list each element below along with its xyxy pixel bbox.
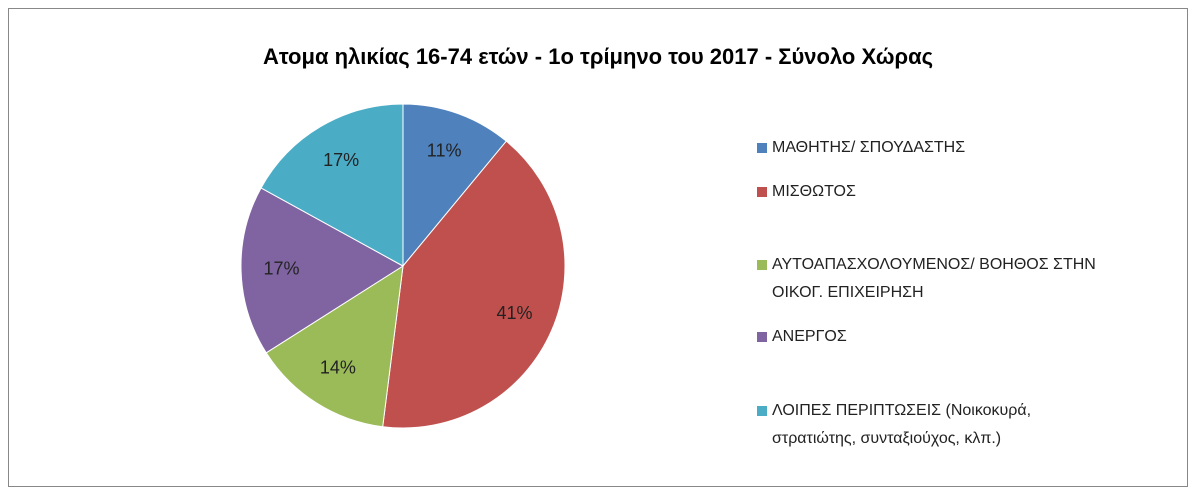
data-label: 11% — [427, 140, 462, 160]
legend-label: ΜΙΣΘΩΤΟΣ — [772, 183, 856, 200]
data-label: 17% — [264, 259, 300, 279]
legend-swatch — [757, 332, 767, 342]
pie-slice — [265, 265, 404, 428]
data-label: 17% — [323, 150, 359, 170]
pie-slice — [382, 140, 566, 429]
legend-swatch — [757, 143, 767, 153]
legend-label: ΑΝΕΡΓΟΣ — [772, 328, 847, 345]
chart-frame — [8, 8, 1188, 487]
legend-swatch — [757, 406, 767, 416]
pie-slice — [260, 103, 404, 267]
data-label: 41% — [496, 303, 532, 323]
legend-swatch — [757, 260, 767, 270]
legend-label: ΜΑΘΗΤΗΣ/ ΣΠΟΥΔΑΣΤΗΣ — [772, 139, 966, 156]
pie-slice — [402, 103, 507, 268]
data-label: 14% — [320, 357, 356, 377]
legend-swatch — [757, 187, 767, 197]
chart-title: Ατομα ηλικίας 16-74 ετών - 1ο τρίμηνο το… — [263, 44, 933, 69]
legend-label: ΛΟΙΠΕΣ ΠΕΡΙΠΤΩΣΕΙΣ (Νοικοκυρά, στρατιώτη… — [772, 402, 1032, 447]
legend-label: ΑΥΤΟΑΠΑΣΧΟΛΟΥΜΕΝΟΣ/ ΒΟΗΘΟΣ ΣΤΗΝ ΟΙΚΟΓ. Ε… — [772, 256, 1096, 301]
pie-slice — [240, 187, 404, 354]
